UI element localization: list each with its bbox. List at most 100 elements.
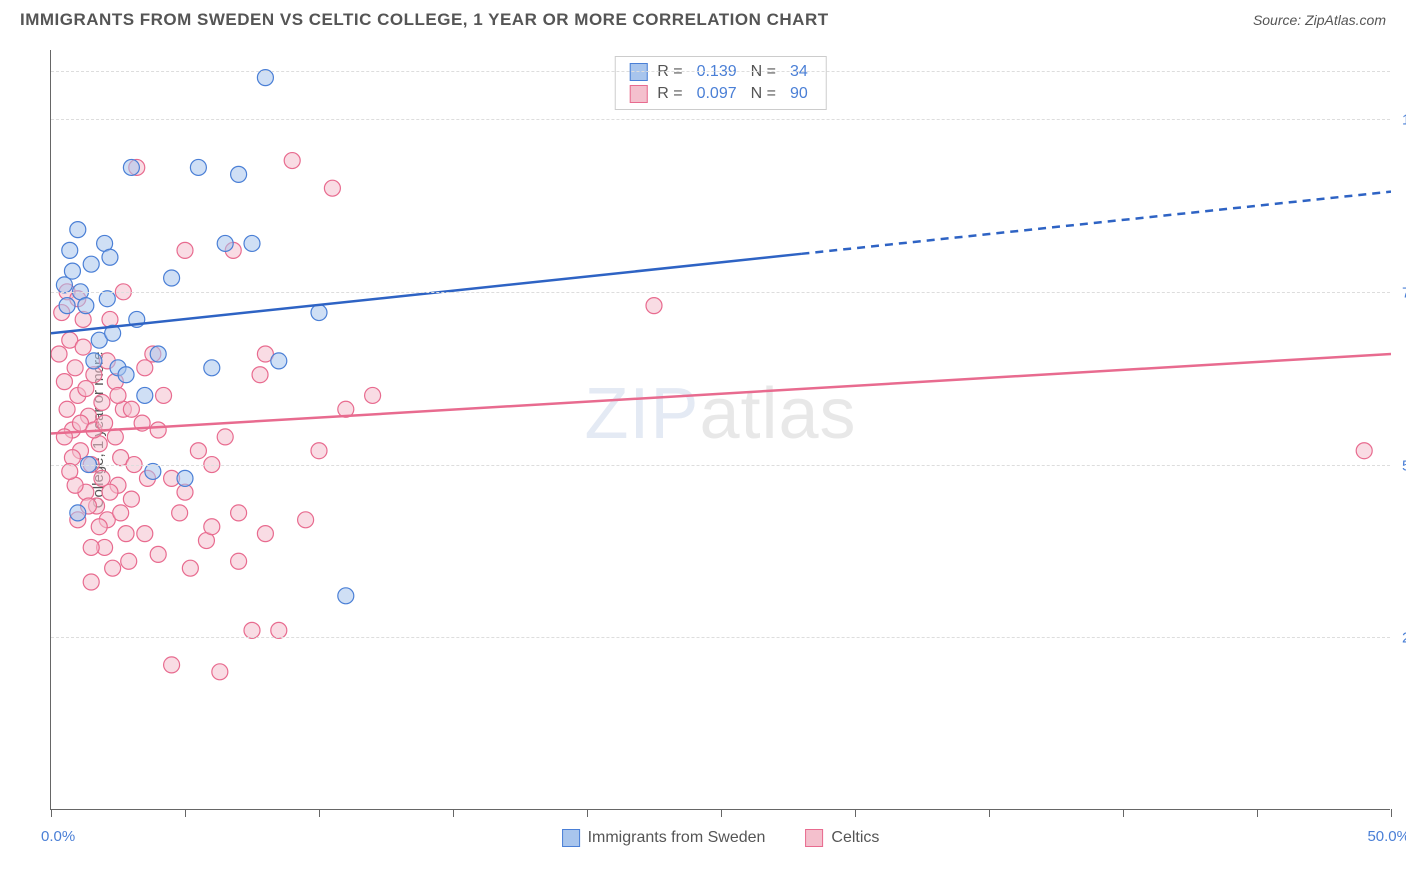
bottom-legend: Immigrants from Sweden Celtics bbox=[562, 829, 880, 847]
scatter-point bbox=[70, 505, 86, 521]
legend-item-0: Immigrants from Sweden bbox=[562, 829, 766, 847]
scatter-point bbox=[70, 222, 86, 238]
scatter-point bbox=[99, 291, 115, 307]
x-tick bbox=[989, 809, 990, 817]
x-tick bbox=[453, 809, 454, 817]
scatter-point bbox=[118, 367, 134, 383]
scatter-point bbox=[75, 311, 91, 327]
source-attribution: Source: ZipAtlas.com bbox=[1253, 12, 1386, 28]
scatter-point bbox=[177, 242, 193, 258]
scatter-point bbox=[123, 159, 139, 175]
scatter-point bbox=[59, 401, 75, 417]
scatter-point bbox=[105, 560, 121, 576]
gridline-h: 50.0% bbox=[51, 465, 1390, 466]
scatter-point bbox=[102, 249, 118, 265]
scatter-point bbox=[150, 546, 166, 562]
gridline-h bbox=[51, 71, 1390, 72]
plot-area: ZIPatlas R = 0.139 N = 34 R = 0.097 N = … bbox=[50, 50, 1390, 810]
scatter-point bbox=[311, 305, 327, 321]
scatter-point bbox=[121, 553, 137, 569]
scatter-point bbox=[86, 353, 102, 369]
scatter-point bbox=[75, 339, 91, 355]
scatter-point bbox=[365, 387, 381, 403]
scatter-point bbox=[97, 415, 113, 431]
x-tick bbox=[1123, 809, 1124, 817]
legend-label: Celtics bbox=[831, 829, 879, 847]
chart-title: IMMIGRANTS FROM SWEDEN VS CELTIC COLLEGE… bbox=[20, 10, 829, 30]
scatter-point bbox=[67, 360, 83, 376]
r-value: 0.097 bbox=[693, 85, 741, 103]
scatter-point bbox=[164, 270, 180, 286]
scatter-point bbox=[56, 374, 72, 390]
n-value: 34 bbox=[786, 63, 812, 81]
scatter-point bbox=[231, 505, 247, 521]
scatter-point bbox=[118, 526, 134, 542]
scatter-point bbox=[311, 443, 327, 459]
x-tick bbox=[1391, 809, 1392, 817]
scatter-svg bbox=[51, 50, 1391, 810]
stats-row-series-1: R = 0.097 N = 90 bbox=[629, 83, 812, 105]
scatter-point bbox=[164, 657, 180, 673]
x-tick-label-end: 50.0% bbox=[1367, 828, 1406, 845]
scatter-point bbox=[177, 470, 193, 486]
legend-label: Immigrants from Sweden bbox=[588, 829, 766, 847]
scatter-point bbox=[271, 353, 287, 369]
swatch-icon bbox=[629, 85, 647, 103]
scatter-point bbox=[137, 526, 153, 542]
source-label: Source: bbox=[1253, 12, 1301, 28]
scatter-point bbox=[244, 235, 260, 251]
scatter-point bbox=[110, 387, 126, 403]
scatter-point bbox=[150, 422, 166, 438]
trendline bbox=[51, 254, 801, 333]
x-tick bbox=[721, 809, 722, 817]
scatter-point bbox=[59, 298, 75, 314]
scatter-point bbox=[190, 159, 206, 175]
scatter-point bbox=[204, 519, 220, 535]
scatter-point bbox=[217, 429, 233, 445]
stats-legend-box: R = 0.139 N = 34 R = 0.097 N = 90 bbox=[614, 56, 827, 110]
r-label: R = bbox=[657, 63, 682, 81]
swatch-icon bbox=[805, 829, 823, 847]
x-tick bbox=[319, 809, 320, 817]
scatter-point bbox=[123, 401, 139, 417]
scatter-point bbox=[150, 346, 166, 362]
scatter-point bbox=[83, 256, 99, 272]
scatter-point bbox=[257, 70, 273, 86]
scatter-point bbox=[78, 298, 94, 314]
swatch-icon bbox=[629, 63, 647, 81]
scatter-point bbox=[51, 346, 67, 362]
n-label: N = bbox=[751, 85, 776, 103]
chart-header: IMMIGRANTS FROM SWEDEN VS CELTIC COLLEGE… bbox=[0, 0, 1406, 36]
scatter-point bbox=[338, 588, 354, 604]
swatch-icon bbox=[562, 829, 580, 847]
scatter-point bbox=[102, 311, 118, 327]
n-value: 90 bbox=[786, 85, 812, 103]
scatter-point bbox=[107, 429, 123, 445]
scatter-point bbox=[257, 526, 273, 542]
gridline-h: 100.0% bbox=[51, 119, 1390, 120]
y-tick-label: 25.0% bbox=[1392, 630, 1406, 647]
scatter-point bbox=[83, 539, 99, 555]
scatter-point bbox=[182, 560, 198, 576]
scatter-point bbox=[113, 505, 129, 521]
scatter-point bbox=[123, 491, 139, 507]
y-tick-label: 100.0% bbox=[1392, 112, 1406, 129]
chart-container: College, 1 year or more ZIPatlas R = 0.1… bbox=[50, 50, 1390, 810]
scatter-point bbox=[156, 387, 172, 403]
scatter-point bbox=[284, 153, 300, 169]
r-label: R = bbox=[657, 85, 682, 103]
scatter-point bbox=[62, 242, 78, 258]
gridline-h: 25.0% bbox=[51, 637, 1390, 638]
n-label: N = bbox=[751, 63, 776, 81]
scatter-point bbox=[244, 622, 260, 638]
scatter-point bbox=[137, 387, 153, 403]
scatter-point bbox=[64, 263, 80, 279]
scatter-point bbox=[324, 180, 340, 196]
scatter-point bbox=[83, 574, 99, 590]
scatter-point bbox=[78, 381, 94, 397]
scatter-point bbox=[94, 394, 110, 410]
scatter-point bbox=[172, 505, 188, 521]
x-tick bbox=[587, 809, 588, 817]
scatter-point bbox=[646, 298, 662, 314]
y-tick-label: 50.0% bbox=[1392, 457, 1406, 474]
